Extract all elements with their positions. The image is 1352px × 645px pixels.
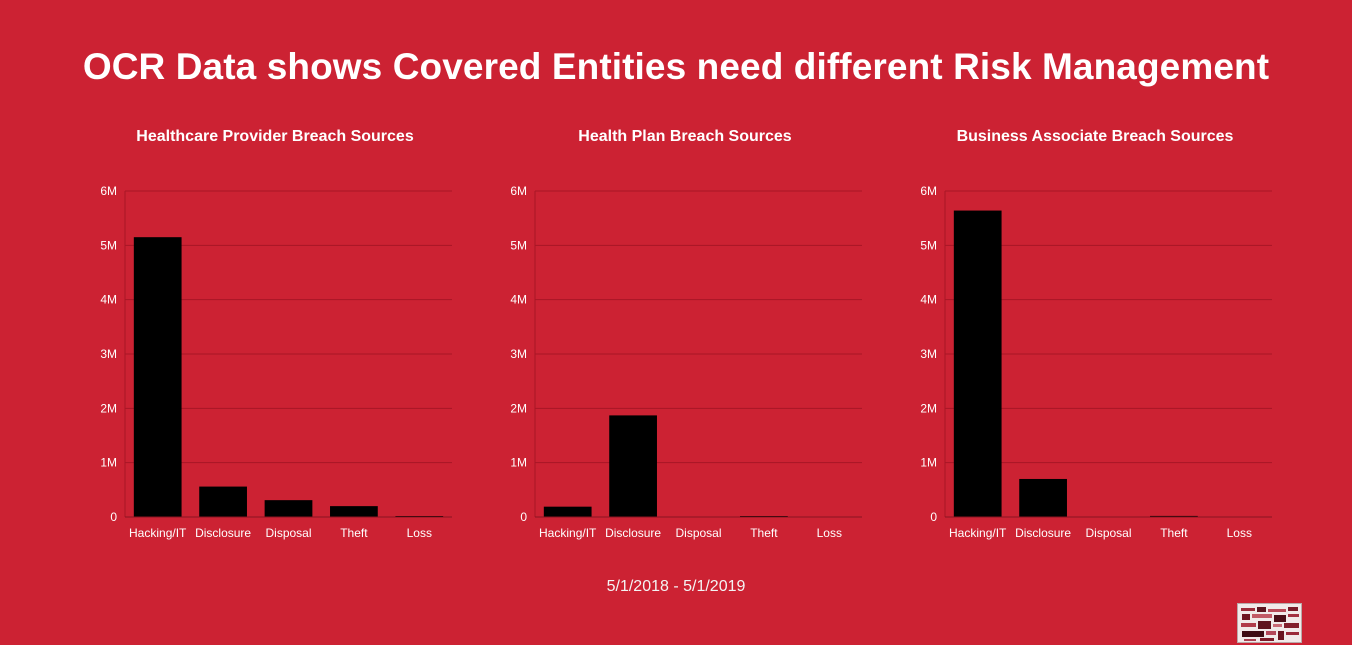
y-tick-label: 0 xyxy=(110,510,117,524)
y-tick-label: 1M xyxy=(920,456,937,470)
x-tick-label: Theft xyxy=(340,526,368,540)
x-tick-label: Loss xyxy=(1227,526,1252,540)
x-tick-label: Hacking/IT xyxy=(129,526,187,540)
y-tick-label: 2M xyxy=(510,401,527,415)
x-tick-label: Hacking/IT xyxy=(539,526,597,540)
y-tick-label: 3M xyxy=(100,347,117,361)
x-tick-label: Theft xyxy=(1160,526,1188,540)
y-tick-label: 5M xyxy=(510,238,527,252)
chart-plot: 0 1M 2M 3M 4M 5M 6M Hacking/IT Disclosure Disposa… xyxy=(510,184,862,540)
y-tick-label: 1M xyxy=(100,456,117,470)
bar-disclosure xyxy=(609,415,657,517)
x-tick-label: Hacking/IT xyxy=(949,526,1007,540)
y-tick-label: 4M xyxy=(510,293,527,307)
bar-theft xyxy=(330,506,378,517)
bar-hacking-it xyxy=(543,506,592,517)
chart-title: Health Plan Breach Sources xyxy=(578,128,792,145)
x-tick-label: Disclosure xyxy=(1015,526,1071,540)
x-tick-label: Disposal xyxy=(265,526,311,540)
chart-healthcare-provider: Healthcare Provider Breach Sources 0 1M 2M… xyxy=(95,120,455,560)
date-range: 5/1/2018 - 5/1/2019 xyxy=(606,578,746,595)
x-tick-label: Disposal xyxy=(1085,526,1131,540)
y-tick-label: 4M xyxy=(920,293,937,307)
y-tick-label: 3M xyxy=(510,347,527,361)
y-tick-label: 0 xyxy=(930,510,937,524)
x-tick-label: Loss xyxy=(407,526,432,540)
y-tick-label: 6M xyxy=(100,184,117,198)
y-tick-label: 3M xyxy=(920,347,937,361)
x-tick-label: Loss xyxy=(817,526,842,540)
bar-disclosure xyxy=(1019,478,1067,517)
y-tick-label: 2M xyxy=(100,401,117,415)
y-tick-label: 6M xyxy=(920,184,937,198)
chart-plot: 0 1M 2M 3M 4M 5M 6M Hacking/IT Disclosure Disposa… xyxy=(920,184,1272,540)
chart-plot: 0 1M 2M 3M 4M 5M 6M Hacking/IT Disclosure Disposa… xyxy=(100,184,452,540)
chart-business-associate: Business Associate Breach Sources 0 1M 2M 3… xyxy=(915,120,1275,560)
y-tick-label: 4M xyxy=(100,293,117,307)
x-tick-label: Disclosure xyxy=(605,526,661,540)
chart-title: Business Associate Breach Sources xyxy=(956,128,1234,145)
bar-hacking-it xyxy=(133,237,182,517)
chart-title: Healthcare Provider Breach Sources xyxy=(136,128,414,145)
y-tick-label: 2M xyxy=(920,401,937,415)
bar-theft xyxy=(1150,515,1198,517)
y-tick-label: 5M xyxy=(100,238,117,252)
y-tick-label: 1M xyxy=(510,456,527,470)
bar-disclosure xyxy=(199,486,247,517)
bar-hacking-it xyxy=(953,210,1002,517)
bar-disposal xyxy=(264,500,313,517)
chart-health-plan: Health Plan Breach Sources 0 1M 2M 3M 4M 5M 6M… xyxy=(505,120,865,560)
x-tick-label: Disposal xyxy=(675,526,721,540)
word-cloud-logo xyxy=(1237,603,1302,643)
page-title: OCR Data shows Covered Entities need dif… xyxy=(82,46,1270,87)
x-tick-label: Theft xyxy=(750,526,778,540)
y-tick-label: 0 xyxy=(520,510,527,524)
y-tick-label: 6M xyxy=(510,184,527,198)
y-tick-label: 5M xyxy=(920,238,937,252)
x-tick-label: Disclosure xyxy=(195,526,251,540)
